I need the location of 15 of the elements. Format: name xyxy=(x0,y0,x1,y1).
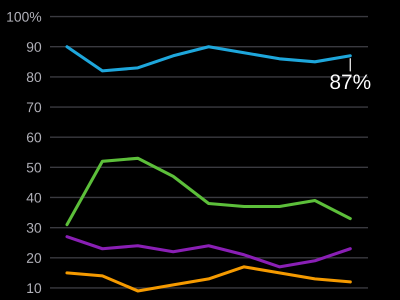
y-tick-label: 70 xyxy=(26,102,42,112)
line-series xyxy=(65,156,352,226)
line-series xyxy=(65,45,352,72)
y-tick-label: 20 xyxy=(26,253,42,263)
y-tick-label: 40 xyxy=(26,192,42,203)
y-tick-label: 30 xyxy=(26,222,42,233)
line-series xyxy=(65,265,352,292)
data-label: 87% xyxy=(330,74,370,90)
y-tick-label: 80 xyxy=(26,72,42,82)
y-tick-label: 60 xyxy=(26,132,42,142)
y-tick-label: 90 xyxy=(26,42,42,52)
y-tick-label: 100% xyxy=(7,12,42,22)
line-series xyxy=(65,235,352,268)
y-tick-label: 50 xyxy=(26,162,42,173)
y-tick-label: 10 xyxy=(27,283,42,294)
